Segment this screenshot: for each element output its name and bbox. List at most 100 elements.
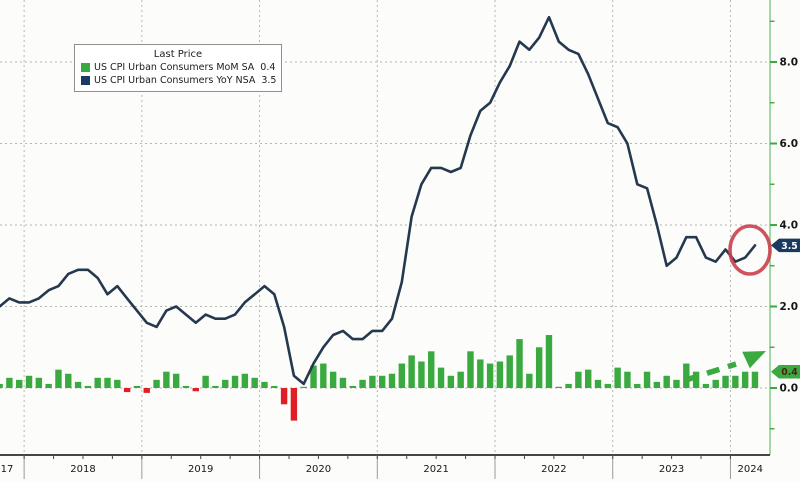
mom-bar bbox=[486, 363, 494, 388]
mom-bar bbox=[477, 359, 484, 388]
mom-bar bbox=[457, 371, 464, 388]
y-tick-label: 2.0 bbox=[780, 301, 799, 313]
mom-bar bbox=[467, 351, 474, 388]
mom-bar bbox=[575, 371, 582, 388]
mom-bar bbox=[163, 371, 170, 388]
annotations bbox=[685, 224, 772, 383]
mom-bar bbox=[55, 369, 62, 388]
yoy-series-label: US CPI Urban Consumers YoY NSA bbox=[94, 75, 256, 86]
mom-bar bbox=[271, 385, 278, 388]
mom-bar bbox=[732, 375, 739, 388]
mom-bar bbox=[143, 388, 150, 393]
mom-bar bbox=[45, 383, 52, 388]
mom-bar bbox=[369, 375, 376, 388]
mom-bar bbox=[565, 383, 572, 388]
mom-bar bbox=[447, 375, 455, 388]
last-price-badge bbox=[771, 238, 800, 253]
mom-bar bbox=[545, 335, 553, 388]
mom-bar bbox=[114, 379, 121, 388]
mom-series-swatch bbox=[81, 63, 90, 72]
mom-bar bbox=[614, 367, 621, 388]
mom-bar bbox=[408, 355, 415, 388]
mom-bar bbox=[388, 373, 396, 388]
mom-bar bbox=[692, 371, 700, 388]
mom-bar bbox=[604, 383, 612, 388]
mom-bar bbox=[222, 379, 229, 388]
mom-bar bbox=[378, 375, 386, 388]
mom-bar bbox=[104, 377, 111, 388]
mom-bar bbox=[359, 379, 366, 388]
mom-bar bbox=[133, 385, 141, 388]
mom-bar bbox=[634, 383, 641, 388]
mom-bar bbox=[84, 385, 92, 388]
last-price-badge bbox=[771, 364, 800, 379]
mom-bar bbox=[702, 383, 710, 388]
y-tick-label: 8.0 bbox=[780, 57, 799, 69]
mom-bar bbox=[339, 377, 347, 388]
mom-bar bbox=[516, 339, 523, 388]
mom-bar bbox=[329, 371, 337, 388]
legend-item-mom: US CPI Urban Consumers MoM SA 0.4 bbox=[81, 61, 275, 74]
mom-bar bbox=[496, 361, 504, 388]
mom-bar bbox=[202, 375, 209, 388]
x-axis: 17 2018 2019 2020 2021 2022 2023 2024 bbox=[0, 454, 770, 479]
mom-bar bbox=[94, 377, 101, 388]
mom-series-value: 0.4 bbox=[260, 62, 276, 73]
mom-bar bbox=[241, 373, 249, 388]
x-year-label: 2024 bbox=[737, 464, 762, 475]
yoy-line-series bbox=[0, 15, 757, 386]
mom-bar bbox=[280, 388, 288, 405]
mom-bar bbox=[712, 379, 719, 388]
mom-bar bbox=[310, 365, 317, 388]
y-tick-label: 6.0 bbox=[780, 138, 799, 150]
mom-bar bbox=[594, 379, 602, 388]
mom-bar bbox=[349, 385, 356, 388]
mom-bar bbox=[182, 385, 190, 388]
mom-bar bbox=[428, 351, 435, 388]
yoy-series-swatch bbox=[81, 76, 90, 85]
mom-bar bbox=[741, 371, 749, 388]
mom-bar bbox=[585, 369, 592, 388]
right-y-axis: 0.0 2.0 4.0 6.0 8.0 bbox=[769, 0, 799, 455]
mom-bar bbox=[643, 371, 651, 388]
mom-series-label: US CPI Urban Consumers MoM SA bbox=[94, 62, 255, 73]
mom-bar bbox=[653, 381, 661, 388]
x-year-label: 2023 bbox=[659, 464, 684, 475]
x-year-label: 2020 bbox=[306, 464, 331, 475]
mom-bars-series bbox=[0, 335, 759, 421]
mom-bar bbox=[231, 375, 239, 388]
mom-bar bbox=[320, 363, 327, 388]
yoy-series-value: 3.5 bbox=[261, 75, 277, 86]
y-tick-label: 4.0 bbox=[780, 220, 799, 232]
mom-bar bbox=[418, 361, 425, 388]
yoy-line bbox=[0, 15, 757, 386]
mom-bar bbox=[192, 388, 199, 392]
mom-bar bbox=[506, 355, 513, 388]
mom-bar bbox=[663, 375, 670, 388]
last-price-badge-text: 0.4 bbox=[781, 367, 798, 378]
mom-bar bbox=[123, 388, 131, 393]
mom-bar bbox=[398, 363, 406, 388]
mom-bar bbox=[0, 383, 3, 388]
mom-bar bbox=[683, 363, 690, 388]
legend-title: Last Price bbox=[153, 49, 203, 60]
mom-bar bbox=[251, 377, 258, 388]
mom-bar bbox=[437, 367, 445, 388]
mom-bar bbox=[290, 388, 298, 421]
mom-bar bbox=[624, 371, 631, 388]
x-year-label: 17 bbox=[1, 464, 14, 475]
mom-bar bbox=[35, 377, 43, 388]
mom-bar bbox=[535, 347, 543, 388]
red-circle-annotation bbox=[728, 224, 772, 276]
mom-bar bbox=[153, 379, 160, 388]
last-price-badges: 3.5 0.4 bbox=[771, 238, 800, 379]
x-year-label: 2021 bbox=[423, 464, 448, 475]
mom-bar bbox=[526, 373, 533, 388]
mom-bar bbox=[172, 373, 180, 388]
x-year-label: 2022 bbox=[541, 464, 566, 475]
mom-bar bbox=[6, 377, 13, 388]
mom-bar bbox=[74, 381, 82, 388]
mom-bar bbox=[722, 375, 729, 388]
legend-item-yoy: US CPI Urban Consumers YoY NSA 3.5 bbox=[81, 74, 277, 87]
